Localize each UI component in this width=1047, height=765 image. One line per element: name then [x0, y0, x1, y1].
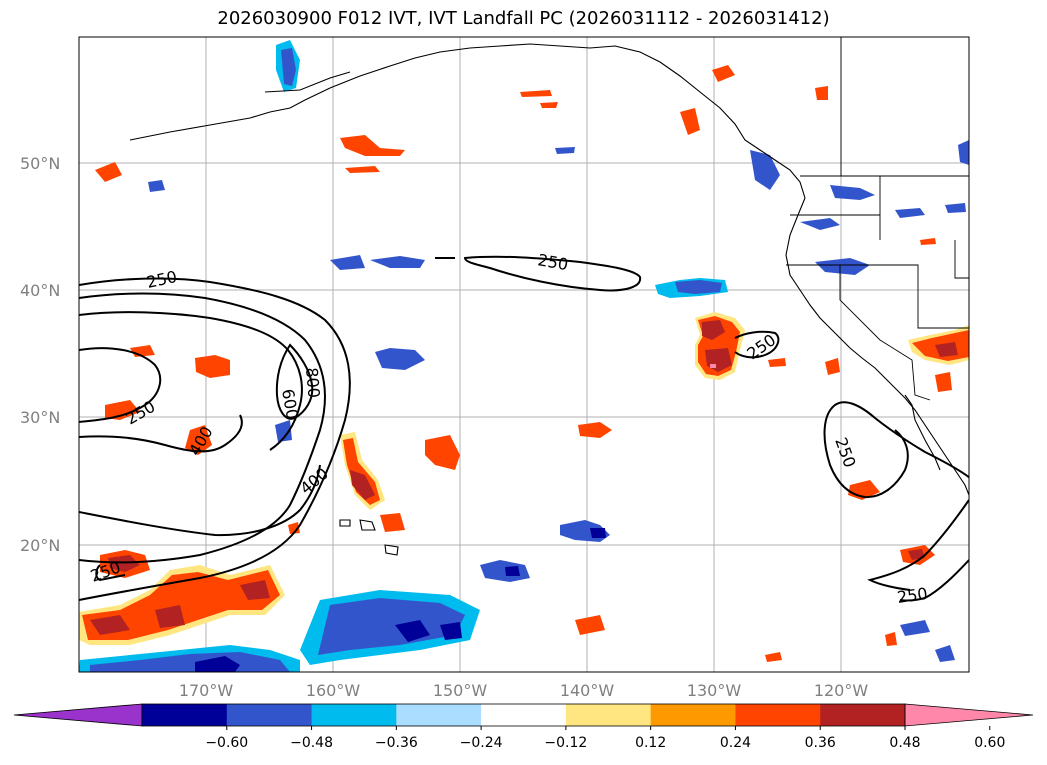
negative-anomaly-regions: [79, 40, 969, 672]
map-title: 2026030900 F012 IVT, IVT Landfall PC (20…: [217, 8, 830, 29]
longitude-labels: 170°W 160°W 150°W 140°W 130°W 120°W: [179, 681, 869, 700]
lat-label-20n: 20°N: [20, 536, 60, 555]
lon-label-170w: 170°W: [179, 681, 234, 700]
political-boundaries: [786, 37, 969, 401]
lon-label-160w: 160°W: [306, 681, 361, 700]
coastlines: [129, 43, 969, 556]
colorbar-extend-high: [904, 703, 1034, 727]
colorbar-segment: [735, 704, 821, 726]
colorbar-extend-low: [13, 703, 143, 727]
lat-label-50n: 50°N: [20, 154, 60, 173]
colorbar-segment: [226, 704, 313, 726]
colorbar-segment: [650, 704, 736, 726]
colorbar-tick-label: −0.60: [205, 735, 248, 751]
colorbar-segment: [142, 704, 228, 726]
contour-label: 250: [896, 584, 929, 607]
colorbar-segment: [396, 704, 482, 726]
colorbar-tick-label: 0.24: [720, 735, 751, 751]
colorbar-segment: [565, 704, 652, 726]
lat-label-30n: 30°N: [20, 408, 60, 427]
colorbar-tick-label: 0.60: [974, 735, 1005, 751]
colorbar-tick-label: −0.48: [290, 735, 333, 751]
colorbar-segment: [481, 704, 567, 726]
map-frame: [78, 36, 970, 673]
lon-label-120w: 120°W: [814, 681, 869, 700]
latitude-labels: 50°N 40°N 30°N 20°N: [20, 154, 60, 555]
colorbar-tick-label: 0.12: [635, 735, 666, 751]
colorbar: −0.60 −0.48 −0.36 −0.24 −0.12 0.12 0.24 0.36 0.4…: [13, 703, 1034, 751]
colorbar-frame: [141, 703, 906, 727]
lon-label-140w: 140°W: [560, 681, 615, 700]
colorbar-tick-label: −0.36: [375, 735, 418, 751]
lat-label-40n: 40°N: [20, 281, 60, 300]
colorbar-tick-label: 0.36: [805, 735, 836, 751]
colorbar-segment: [311, 704, 397, 726]
ivt-contours: [79, 255, 969, 602]
lon-label-130w: 130°W: [687, 681, 742, 700]
contour-label: 800: [302, 367, 324, 399]
colorbar-segment: [820, 704, 906, 726]
colorbar-tick-label: −0.24: [460, 735, 503, 751]
colorbar-tick-label: 0.48: [889, 735, 920, 751]
colorbar-tick-label: −0.12: [544, 735, 587, 751]
lon-label-150w: 150°W: [433, 681, 488, 700]
